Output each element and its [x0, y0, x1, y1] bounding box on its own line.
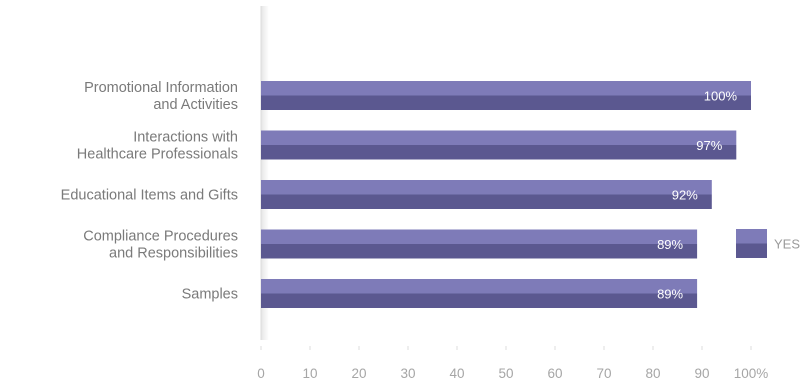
x-tick-label: 60 [547, 366, 562, 381]
x-tick-label: 50 [498, 366, 513, 381]
legend-label: YES [774, 237, 800, 252]
bar [261, 279, 697, 294]
bar-shade [261, 294, 697, 309]
bars-layer: 100% 97% 92% 89% 89% [261, 81, 751, 308]
bar-value-label: 89% [657, 287, 683, 302]
x-tick-label: 40 [449, 366, 464, 381]
bar-shade [261, 195, 712, 210]
bar [261, 180, 712, 195]
bar-group: 92% [261, 180, 712, 209]
bar-shade [261, 244, 697, 259]
x-tick-label: 80 [645, 366, 660, 381]
category-label: Healthcare Professionals [77, 147, 238, 163]
bar-group: 100% [261, 81, 751, 110]
bar [261, 81, 751, 96]
bar-group: 89% [261, 230, 697, 259]
bar-value-label: 100% [704, 89, 738, 104]
bar [261, 230, 697, 245]
x-tick-label: 10 [302, 366, 317, 381]
x-tick-label: 100% [734, 366, 769, 381]
x-tick-label: 90 [694, 366, 709, 381]
bar-shade [261, 96, 751, 111]
bar-group: 97% [261, 131, 736, 160]
x-tick-label: 0 [257, 366, 265, 381]
category-label: Educational Items and Gifts [61, 188, 238, 204]
x-tick-label: 20 [351, 366, 366, 381]
bar-value-label: 89% [657, 237, 683, 252]
bar-shade [261, 145, 736, 160]
bar-group: 89% [261, 279, 697, 308]
x-tick-label: 30 [400, 366, 415, 381]
category-label: and Responsibilities [109, 246, 238, 262]
x-axis-ticks: 0 10 20 30 40 50 60 70 80 90 100% [257, 346, 768, 381]
category-label: and Activities [153, 97, 238, 113]
category-label: Promotional Information [84, 80, 238, 96]
category-label: Compliance Procedures [83, 229, 238, 245]
bar [261, 131, 736, 146]
legend-swatch-shade [736, 244, 767, 259]
x-tick-label: 70 [596, 366, 611, 381]
category-label: Samples [182, 287, 238, 303]
bar-value-label: 97% [696, 138, 722, 153]
legend-swatch [736, 229, 767, 244]
legend: YES [736, 229, 800, 258]
bar-value-label: 92% [672, 188, 698, 203]
category-label: Interactions with [133, 130, 238, 146]
